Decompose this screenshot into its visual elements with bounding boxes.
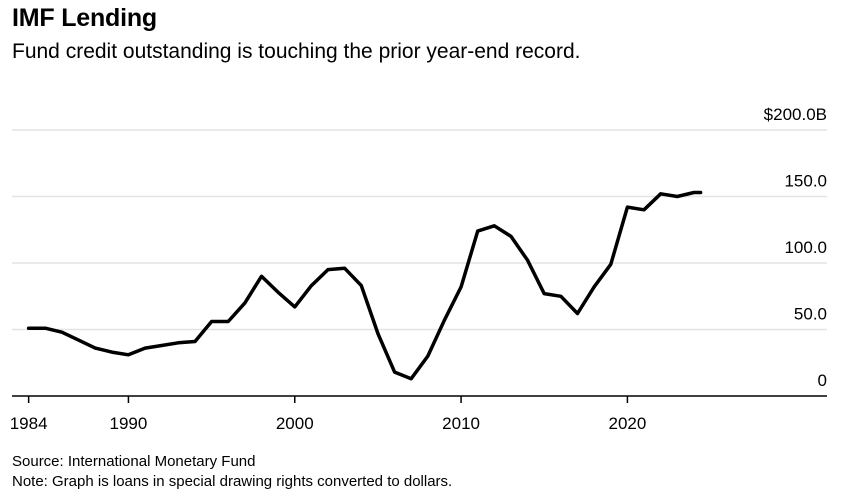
chart-footer: Source: International Monetary Fund Note… — [12, 452, 452, 492]
x-tick-label: 2010 — [442, 414, 480, 433]
chart-title: IMF Lending — [12, 4, 157, 32]
x-tick-label: 2000 — [276, 414, 314, 433]
x-tick-label: 1990 — [110, 414, 148, 433]
x-tick-label: 2020 — [608, 414, 646, 433]
y-tick-label: 50.0 — [794, 305, 827, 324]
y-tick-label: 0 — [818, 371, 827, 390]
y-tick-label: 100.0 — [784, 238, 827, 257]
chart-subtitle: Fund credit outstanding is touching the … — [12, 40, 581, 63]
x-tick-label: 1984 — [10, 414, 48, 433]
source-note: Source: International Monetary Fund — [12, 453, 256, 470]
y-tick-label: 150.0 — [784, 172, 827, 191]
y-tick-label: $200.0B — [764, 105, 827, 124]
method-note: Note: Graph is loans in special drawing … — [12, 473, 453, 490]
series-line — [26, 190, 703, 381]
